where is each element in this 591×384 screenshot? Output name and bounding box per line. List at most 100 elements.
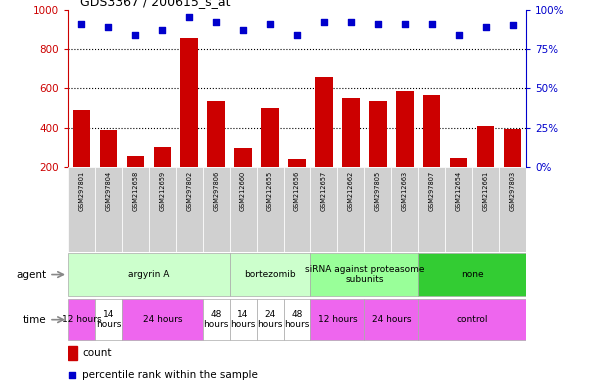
Text: agent: agent <box>17 270 47 280</box>
Bar <box>418 167 445 252</box>
Bar <box>472 167 499 252</box>
Bar <box>369 101 387 207</box>
Bar <box>445 167 472 252</box>
Text: GSM297805: GSM297805 <box>375 170 381 211</box>
Text: siRNA against proteasome
subunits: siRNA against proteasome subunits <box>304 265 424 284</box>
Bar <box>256 167 284 252</box>
Bar <box>284 167 310 252</box>
Bar <box>180 38 198 207</box>
Point <box>158 27 167 33</box>
Text: time: time <box>23 314 47 325</box>
Bar <box>154 147 171 207</box>
Point <box>131 32 140 38</box>
Bar <box>95 300 122 340</box>
Text: GSM297804: GSM297804 <box>105 170 111 211</box>
Bar <box>418 253 526 296</box>
Point <box>508 22 517 28</box>
Text: control: control <box>456 315 488 324</box>
Bar <box>176 167 203 252</box>
Point <box>265 21 275 27</box>
Point <box>184 14 194 20</box>
Text: count: count <box>82 348 112 358</box>
Text: bortezomib: bortezomib <box>244 270 296 279</box>
Point <box>77 21 86 27</box>
Bar <box>364 300 418 340</box>
Text: GSM297807: GSM297807 <box>428 170 435 211</box>
Point <box>292 32 301 38</box>
Text: 24
hours: 24 hours <box>257 310 282 329</box>
Bar <box>391 167 418 252</box>
Bar <box>203 167 230 252</box>
Bar <box>256 300 284 340</box>
Point <box>346 19 356 25</box>
Bar <box>364 167 391 252</box>
Bar <box>288 159 306 207</box>
Text: GSM212660: GSM212660 <box>240 170 246 211</box>
Text: GSM212656: GSM212656 <box>294 170 300 211</box>
Bar <box>418 300 526 340</box>
Point <box>400 21 410 27</box>
Point <box>427 21 436 27</box>
Bar <box>122 167 149 252</box>
Bar <box>100 130 117 207</box>
Bar <box>95 167 122 252</box>
Text: GSM212662: GSM212662 <box>348 170 354 211</box>
Point <box>212 19 221 25</box>
Text: GSM212657: GSM212657 <box>321 170 327 211</box>
Bar <box>126 156 144 207</box>
Bar <box>230 253 310 296</box>
Bar <box>310 167 337 252</box>
Bar <box>396 91 414 207</box>
Text: 12 hours: 12 hours <box>317 315 357 324</box>
Bar <box>68 300 95 340</box>
Point <box>238 27 248 33</box>
Bar <box>504 129 521 207</box>
Point <box>373 21 382 27</box>
Bar <box>207 101 225 207</box>
Text: 12 hours: 12 hours <box>61 315 101 324</box>
Bar <box>261 108 279 207</box>
Bar <box>122 300 203 340</box>
Text: argyrin A: argyrin A <box>128 270 170 279</box>
Bar <box>68 167 95 252</box>
Point <box>103 24 113 30</box>
Bar <box>68 253 230 296</box>
Text: GSM297806: GSM297806 <box>213 170 219 211</box>
Bar <box>450 157 467 207</box>
Text: GSM212655: GSM212655 <box>267 170 273 211</box>
Text: GSM212663: GSM212663 <box>402 170 408 210</box>
Bar <box>337 167 364 252</box>
Text: GSM297803: GSM297803 <box>509 170 515 210</box>
Point <box>454 32 463 38</box>
Bar <box>149 167 176 252</box>
Text: 14
hours: 14 hours <box>96 310 121 329</box>
Bar <box>315 77 333 207</box>
Bar <box>68 346 77 359</box>
Text: 24 hours: 24 hours <box>372 315 411 324</box>
Text: GSM212659: GSM212659 <box>159 170 165 210</box>
Point <box>481 24 491 30</box>
Text: 48
hours: 48 hours <box>284 310 310 329</box>
Bar <box>230 167 256 252</box>
Text: 24 hours: 24 hours <box>142 315 182 324</box>
Text: GSM212654: GSM212654 <box>456 170 462 211</box>
Text: GSM297801: GSM297801 <box>79 170 85 210</box>
Bar <box>235 148 252 207</box>
Bar <box>499 167 526 252</box>
Bar <box>203 300 230 340</box>
Text: GSM212661: GSM212661 <box>483 170 489 210</box>
Bar <box>310 253 418 296</box>
Text: 14
hours: 14 hours <box>230 310 256 329</box>
Bar <box>423 95 440 207</box>
Text: percentile rank within the sample: percentile rank within the sample <box>82 370 258 380</box>
Bar <box>230 300 256 340</box>
Text: 48
hours: 48 hours <box>203 310 229 329</box>
Point <box>68 372 77 378</box>
Text: GSM212658: GSM212658 <box>132 170 138 211</box>
Bar <box>477 126 494 207</box>
Bar <box>310 300 364 340</box>
Text: GSM297802: GSM297802 <box>186 170 192 211</box>
Text: none: none <box>461 270 483 279</box>
Bar <box>284 300 310 340</box>
Text: GDS3367 / 200615_s_at: GDS3367 / 200615_s_at <box>80 0 230 8</box>
